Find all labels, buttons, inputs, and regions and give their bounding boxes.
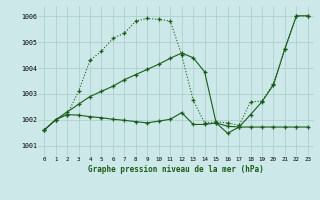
- X-axis label: Graphe pression niveau de la mer (hPa): Graphe pression niveau de la mer (hPa): [88, 165, 264, 174]
